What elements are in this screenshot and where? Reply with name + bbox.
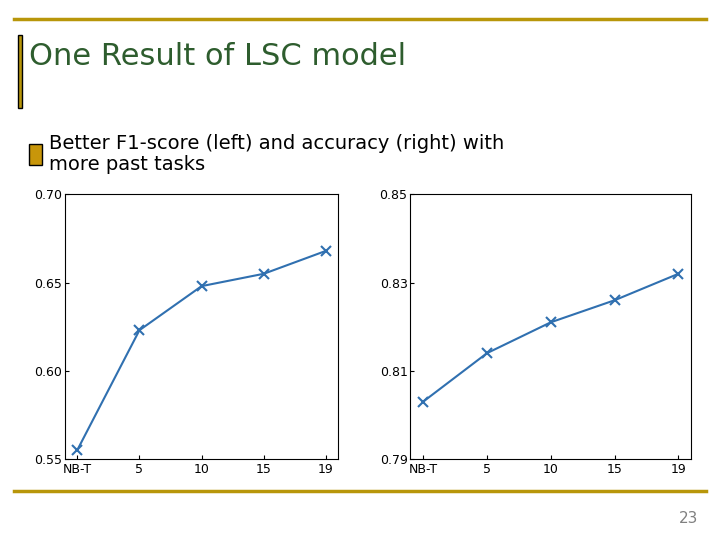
Text: more past tasks: more past tasks (49, 155, 205, 174)
Text: One Result of LSC model: One Result of LSC model (29, 42, 406, 71)
Text: Better F1-score (left) and accuracy (right) with: Better F1-score (left) and accuracy (rig… (49, 133, 504, 153)
Text: 23: 23 (679, 511, 698, 526)
